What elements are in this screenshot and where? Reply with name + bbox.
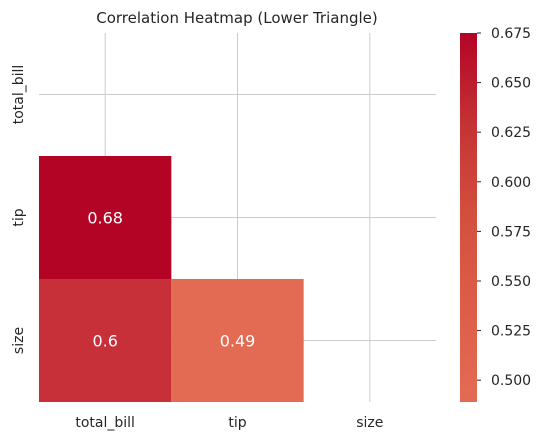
- chart-title: Correlation Heatmap (Lower Triangle): [96, 9, 377, 27]
- colorbar-tick-label: 0.500: [491, 373, 531, 389]
- x-tick-label: tip: [228, 415, 246, 431]
- colorbar-ticks: 0.500 0.525 0.550 0.575 0.600 0.625 0.650 0.675: [477, 26, 531, 389]
- heatmap-cell: [171, 279, 304, 402]
- colorbar-tick-label: 0.650: [491, 76, 531, 92]
- colorbar-tick-label: 0.525: [491, 324, 531, 340]
- colorbar-tick-label: 0.550: [491, 274, 531, 290]
- x-tick-label: total_bill: [75, 415, 135, 431]
- x-tick-label: size: [356, 415, 383, 431]
- colorbar-tick-label: 0.675: [491, 26, 531, 42]
- colorbar: 0.500 0.525 0.550 0.575 0.600 0.625 0.650 0.675: [460, 26, 531, 402]
- colorbar-tick-label: 0.575: [491, 224, 531, 240]
- cell-annotation: 0.49: [220, 332, 256, 351]
- heatmap-cell: [39, 156, 172, 279]
- y-tick-label: size: [11, 327, 27, 354]
- heatmap-cells: 0.68 0.6 0.49: [39, 156, 304, 402]
- y-tick-label: total_bill: [11, 65, 27, 125]
- colorbar-tick-label: 0.625: [491, 125, 531, 141]
- cell-annotation: 0.68: [87, 209, 123, 228]
- cell-annotation: 0.6: [92, 332, 117, 351]
- y-tick-label: tip: [11, 208, 27, 226]
- heatmap-cell: [39, 279, 172, 402]
- colorbar-gradient: [460, 33, 477, 402]
- colorbar-tick-label: 0.600: [491, 175, 531, 191]
